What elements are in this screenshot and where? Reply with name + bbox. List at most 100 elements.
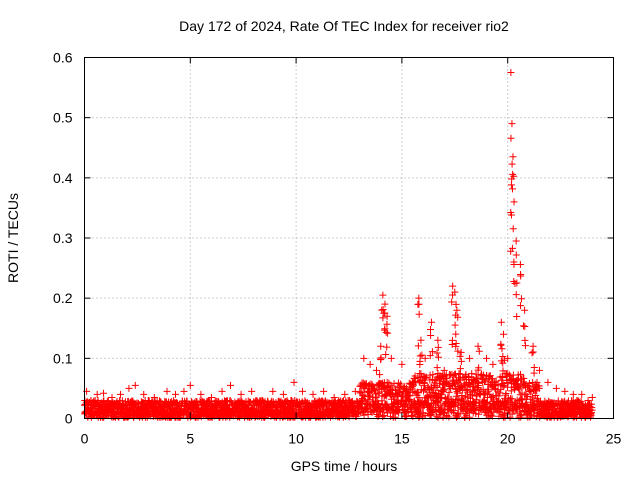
data-point — [434, 343, 442, 351]
data-point — [460, 398, 468, 406]
data-point — [475, 410, 483, 418]
data-point-peak — [510, 198, 518, 206]
data-point — [508, 395, 516, 403]
data-point-peak — [381, 300, 389, 308]
data-point — [462, 386, 470, 394]
data-point — [451, 321, 459, 329]
data-point-peak — [269, 387, 277, 395]
data-point — [471, 405, 479, 413]
data-point — [434, 353, 442, 361]
data-point — [358, 403, 366, 411]
data-point-peak — [483, 354, 491, 362]
data-point-peak — [180, 387, 188, 395]
data-point — [518, 396, 526, 404]
data-point — [384, 329, 392, 337]
y-tick-label: 0 — [65, 411, 73, 427]
data-point-peak — [150, 393, 158, 401]
data-point — [382, 350, 390, 358]
data-point-peak — [507, 69, 515, 77]
data-point — [509, 225, 517, 233]
data-point — [587, 400, 595, 408]
data-point-peak — [497, 318, 505, 326]
x-tick-label: 0 — [81, 431, 89, 447]
data-point-peak — [163, 387, 171, 395]
data-point — [288, 403, 296, 411]
data-point-peak — [131, 381, 139, 389]
data-point — [428, 348, 436, 356]
data-point-peak — [457, 348, 465, 356]
data-point — [531, 385, 539, 393]
data-point — [514, 376, 522, 384]
data-point — [588, 406, 596, 414]
y-axis-label: ROTI / TECUs — [5, 193, 21, 283]
data-point-peak — [341, 390, 349, 398]
data-point-peak — [320, 387, 328, 395]
data-point — [507, 134, 515, 142]
data-point-peak — [237, 390, 245, 398]
data-point-peak — [578, 390, 586, 398]
data-point — [411, 378, 419, 386]
data-point — [422, 373, 430, 381]
data-point-peak — [440, 366, 448, 374]
data-point-peak — [428, 318, 436, 326]
data-point — [149, 404, 157, 412]
data-point — [431, 407, 439, 415]
data-point — [513, 312, 521, 320]
data-point-peak — [509, 153, 517, 161]
data-point-peak — [561, 387, 569, 395]
x-tick-label: 15 — [394, 431, 410, 447]
data-point — [461, 392, 469, 400]
data-point — [440, 385, 448, 393]
data-point — [485, 413, 493, 421]
data-point — [457, 357, 465, 365]
data-point — [433, 349, 441, 357]
data-point — [500, 356, 508, 364]
data-point-peak — [415, 294, 423, 302]
data-point-peak — [379, 291, 387, 299]
data-point — [454, 347, 462, 355]
data-point — [521, 323, 529, 331]
data-point — [526, 386, 534, 394]
data-point-peak — [569, 390, 577, 398]
y-tick-label: 0.5 — [53, 110, 73, 126]
data-point — [433, 364, 441, 372]
data-point-peak — [449, 282, 457, 290]
data-point — [510, 261, 518, 269]
data-point — [504, 383, 512, 391]
data-point — [525, 380, 533, 388]
data-point — [433, 398, 441, 406]
data-point — [429, 371, 437, 379]
data-point-peak — [279, 390, 287, 398]
data-point — [415, 394, 423, 402]
data-point — [422, 374, 430, 382]
data-point — [507, 211, 515, 219]
data-point — [427, 325, 435, 333]
data-point — [360, 411, 368, 419]
data-point — [458, 391, 466, 399]
data-point — [452, 330, 460, 338]
data-point — [509, 170, 517, 178]
data-point — [440, 386, 448, 394]
data-point — [379, 413, 387, 421]
data-point — [377, 355, 385, 363]
data-point — [433, 383, 441, 391]
data-point — [528, 393, 536, 401]
data-point — [455, 370, 463, 378]
data-point — [528, 349, 536, 357]
data-point-peak — [140, 390, 148, 398]
data-point-peak — [351, 387, 359, 395]
data-point — [391, 413, 399, 421]
data-point-peak — [474, 342, 482, 350]
data-point-peak — [552, 384, 560, 392]
data-point — [489, 375, 497, 383]
data-point — [468, 381, 476, 389]
data-point-peak — [499, 330, 507, 338]
data-point — [499, 352, 507, 360]
data-point — [450, 399, 458, 407]
data-point — [448, 298, 456, 306]
data-point — [372, 393, 380, 401]
data-point-peak — [466, 354, 474, 362]
data-point — [487, 412, 495, 420]
data-point — [470, 382, 478, 390]
